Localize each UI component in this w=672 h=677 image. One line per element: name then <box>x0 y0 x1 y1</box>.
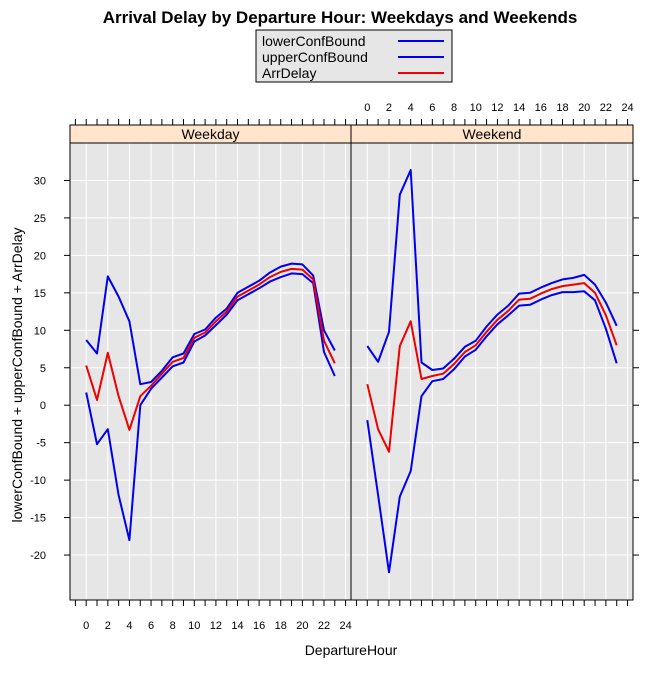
strip-label: Weekday <box>181 126 239 142</box>
y-axis-label: lowerConfBound + upperConfBound + ArrDel… <box>9 228 25 523</box>
panel-background <box>70 143 351 600</box>
x-tick-label-bottom: 0 <box>83 620 89 632</box>
strip-weekend <box>350 124 634 144</box>
y-tick-label: 15 <box>34 288 46 300</box>
y-tick-label: 10 <box>34 325 46 337</box>
y-tick-label: -15 <box>30 513 46 525</box>
y-axis: -20 -15 -10 -5 0 5 10 15 20 25 30 <box>30 175 639 562</box>
panel-background <box>351 143 633 600</box>
x-tick-label-bottom: 18 <box>275 620 287 632</box>
x-tick-label-bottom: 20 <box>296 620 308 632</box>
y-tick-label: -10 <box>30 475 46 487</box>
legend-label-ArrDelay: ArrDelay <box>262 65 316 81</box>
legend: lowerConfBound upperConfBound ArrDelay <box>255 29 453 83</box>
x-tick-label-top: 4 <box>408 102 414 114</box>
x-tick-label-bottom: 10 <box>188 620 200 632</box>
y-tick-label: -20 <box>30 550 46 562</box>
x-tick-label-top: 16 <box>535 102 547 114</box>
x-tick-label-bottom: 22 <box>318 620 330 632</box>
x-tick-label-bottom: 12 <box>210 620 222 632</box>
series-line-ArrDelay <box>366 282 618 453</box>
x-tick-label-top: 10 <box>470 102 482 114</box>
y-tick-label: 0 <box>40 400 46 412</box>
y-tick-label: 5 <box>40 363 46 375</box>
series-line-upperConfBound <box>85 262 336 386</box>
y-tick-label: -5 <box>36 438 46 450</box>
x-tick-label-top: 20 <box>578 102 590 114</box>
x-tick-label-bottom: 24 <box>339 620 351 632</box>
y-tick-label: 30 <box>34 175 46 187</box>
x-axis-label: DepartureHour <box>305 642 398 658</box>
x-tick-label-top: 8 <box>451 102 457 114</box>
x-tick-label-bottom: 8 <box>170 620 176 632</box>
legend-label-upperConfBound: upperConfBound <box>262 49 368 65</box>
y-tick-label: 25 <box>34 213 46 225</box>
series-line-lowerConfBound <box>366 290 618 574</box>
x-tick-label-top: 12 <box>491 102 503 114</box>
x-tick-label-bottom: 14 <box>231 620 243 632</box>
x-tick-label-top: 6 <box>429 102 435 114</box>
x-tick-label-top: 2 <box>386 102 392 114</box>
series-line-upperConfBound <box>366 169 618 371</box>
x-tick-label-top: 18 <box>556 102 568 114</box>
series-line-ArrDelay <box>85 267 336 431</box>
x-tick-label-bottom: 16 <box>253 620 265 632</box>
y-tick-label: 20 <box>34 250 46 262</box>
x-tick-label-top: 22 <box>600 102 612 114</box>
series-line-lowerConfBound <box>85 272 336 542</box>
chart-title: Arrival Delay by Departure Hour: Weekday… <box>103 8 578 27</box>
x-tick-label-bottom: 6 <box>148 620 154 632</box>
strip-label: Weekend <box>463 126 522 142</box>
x-tick-label-top: 14 <box>513 102 525 114</box>
x-tick-label-bottom: 4 <box>126 620 132 632</box>
x-tick-label-top: 0 <box>364 102 370 114</box>
x-tick-label-bottom: 2 <box>105 620 111 632</box>
legend-label-lowerConfBound: lowerConfBound <box>262 33 366 49</box>
x-tick-label-top: 24 <box>621 102 633 114</box>
